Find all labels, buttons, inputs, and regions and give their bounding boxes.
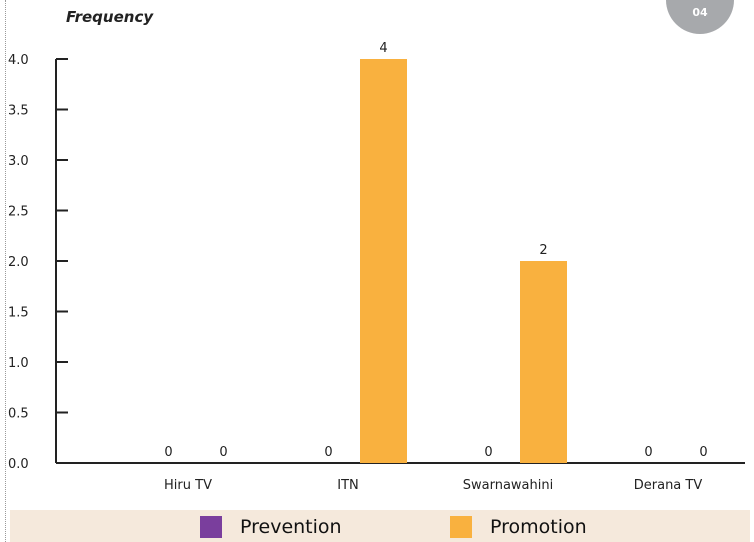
legend-swatch-promotion [450,516,472,538]
page-border [5,0,6,542]
legend: Prevention Promotion [10,510,750,542]
y-tick-label: 4.0 [8,53,29,68]
data-label-promotion: 0 [699,445,707,460]
data-label-promotion: 0 [219,445,227,460]
y-tick-label: 0.0 [8,457,29,472]
x-tick-label: Hiru TV [164,478,212,493]
legend-label-promotion: Promotion [490,516,587,538]
data-label-prevention: 0 [484,445,492,460]
y-tick-label: 3.5 [8,104,29,119]
bar-promotion [360,59,407,463]
y-tick-label: 2.0 [8,255,29,270]
y-tick-label: 3.0 [8,154,29,169]
legend-item-prevention: Prevention [200,516,342,538]
legend-item-promotion: Promotion [450,516,587,538]
legend-swatch-prevention [200,516,222,538]
data-label-promotion: 4 [379,41,387,56]
data-label-prevention: 0 [324,445,332,460]
y-tick-label: 2.5 [8,205,29,220]
y-tick-label: 0.5 [8,407,29,422]
bar-promotion [520,261,567,463]
x-tick-label: Swarnawahini [463,478,553,493]
data-label-promotion: 2 [539,243,547,258]
x-tick-label: ITN [337,478,359,493]
y-tick-label: 1.0 [8,356,29,371]
data-label-prevention: 0 [644,445,652,460]
y-axis-label: Frequency [66,8,154,26]
x-tick-label: Derana TV [634,478,703,493]
legend-label-prevention: Prevention [240,516,342,538]
data-label-prevention: 0 [164,445,172,460]
page-number: 04 [692,6,708,19]
bar-chart: 0.0 0.5 1.0 1.5 2.0 2.5 3.0 3.5 4.0 0 0 Hiru TV 0 4 IT… [8,41,745,493]
y-tick-label: 1.5 [8,306,29,321]
